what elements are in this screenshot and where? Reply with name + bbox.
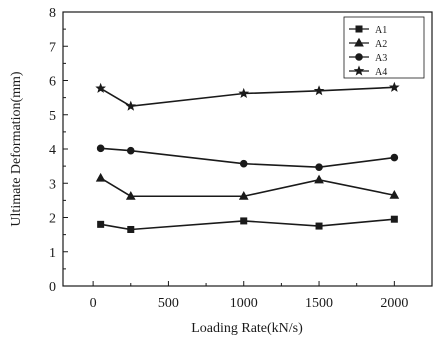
data-point-a2 [315,176,323,183]
data-point-a3 [240,160,247,167]
series-a3 [97,145,397,170]
y-tick-label: 8 [49,6,56,21]
x-axis-title: Loading Rate(kN/s) [191,321,303,336]
y-tick-label: 7 [49,40,56,55]
series-a4 [97,83,399,109]
x-tick-label: 2000 [380,296,408,311]
y-tick-label: 4 [49,143,56,158]
x-tick-label: 500 [158,296,179,311]
data-point-a1 [241,218,247,224]
legend-swatch-marker [356,54,363,61]
legend-label: A3 [375,53,387,64]
x-tick-label: 1000 [230,296,258,311]
y-tick-label: 2 [49,212,56,227]
data-point-a3 [97,145,104,152]
y-tick-label: 0 [49,280,56,295]
y-tick-label: 6 [49,75,56,90]
legend-label: A4 [375,67,387,78]
data-point-a2 [97,174,105,181]
series-line-a2 [101,178,395,196]
data-point-a1 [98,221,104,227]
data-point-a4 [315,87,323,95]
y-tick-label: 5 [49,109,56,124]
series-a1 [98,216,398,232]
y-axis-title: Ultimate Deformation(mm) [9,71,24,226]
y-tick-label: 1 [49,246,56,261]
data-point-a4 [127,102,135,110]
data-point-a4 [240,89,248,97]
data-point-a1 [316,223,322,229]
legend: A1 A2 A3 A4 [344,17,424,78]
series-layer [97,83,399,232]
data-point-a3 [127,147,134,154]
series-line-a3 [101,148,395,167]
series-line-a4 [101,87,395,106]
y-tick-label: 3 [49,177,56,192]
legend-swatch-marker [356,26,362,32]
series-line-a1 [101,219,395,229]
x-tick-label: 1500 [305,296,333,311]
data-point-a3 [391,154,398,161]
series-a2 [97,174,399,199]
legend-label: A1 [375,25,387,36]
x-tick-label: 0 [90,296,97,311]
legend-label: A2 [375,39,387,50]
data-point-a3 [316,164,323,171]
data-point-a1 [128,226,134,232]
data-point-a4 [390,83,398,91]
data-point-a1 [391,216,397,222]
